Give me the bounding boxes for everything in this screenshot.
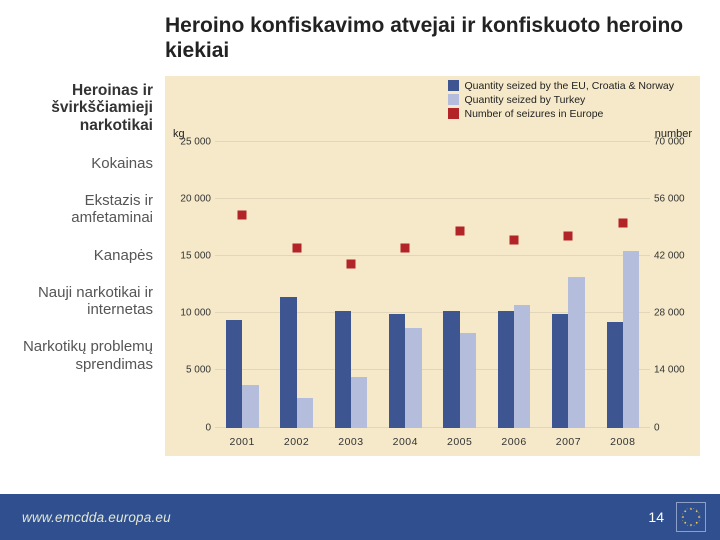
bar-turkey (351, 377, 367, 427)
header-row: Heroino konfiskavimo atvejai ir konfisku… (0, 0, 720, 72)
y-right-tick: 70 000 (654, 136, 694, 147)
y-right-tick: 14 000 (654, 365, 694, 376)
bar-turkey (242, 385, 258, 427)
sidebar-item-cocaine[interactable]: Kokainas (0, 155, 165, 172)
marker-seizures (510, 235, 519, 244)
body-row: Heroinas ir švirkščiamieji narkotikai Ko… (0, 72, 720, 494)
bar-turkey (405, 328, 421, 428)
legend-item-turkey: Quantity seized by Turkey (448, 94, 674, 106)
sidebar-item-cannabis[interactable]: Kanapės (0, 247, 165, 264)
y-left-tick: 0 (171, 422, 211, 433)
bar-turkey (460, 333, 476, 428)
marker-seizures (455, 227, 464, 236)
chart: Quantity seized by the EU, Croatia & Nor… (165, 76, 700, 456)
sidebar: Heroinas ir švirkščiamieji narkotikai Ko… (0, 72, 165, 494)
x-tick: 2007 (556, 436, 581, 448)
footer-url: www.emcdda.europa.eu (22, 510, 171, 525)
bar-eu (552, 314, 568, 427)
marker-seizures (618, 219, 627, 228)
x-tick: 2006 (501, 436, 526, 448)
gridline (215, 198, 650, 199)
footer: www.emcdda.europa.eu 14 (0, 494, 720, 540)
legend-swatch (448, 94, 459, 105)
gridline (215, 141, 650, 142)
y-right-tick: 28 000 (654, 308, 694, 319)
x-tick: 2001 (230, 436, 255, 448)
bar-eu (335, 311, 351, 428)
slide: Heroino konfiskavimo atvejai ir konfisku… (0, 0, 720, 540)
y-left-tick: 5 000 (171, 365, 211, 376)
legend-swatch (448, 80, 459, 91)
bar-turkey (297, 398, 313, 428)
bar-turkey (568, 277, 584, 428)
legend-item-seizures: Number of seizures in Europe (448, 108, 674, 120)
bar-eu (498, 311, 514, 428)
x-tick: 2003 (338, 436, 363, 448)
sidebar-item-heroin[interactable]: Heroinas ir švirkščiamieji narkotikai (0, 82, 165, 135)
marker-seizures (346, 260, 355, 269)
legend-label: Quantity seized by the EU, Croatia & Nor… (464, 80, 674, 92)
plot-area: 005 00014 00010 00028 00015 00042 00020 … (215, 142, 650, 428)
y-left-tick: 20 000 (171, 193, 211, 204)
bar-turkey (623, 251, 639, 427)
x-tick: 2002 (284, 436, 309, 448)
y-left-tick: 25 000 (171, 136, 211, 147)
legend-label: Number of seizures in Europe (464, 108, 603, 120)
x-tick: 2005 (447, 436, 472, 448)
footer-right: 14 (648, 502, 706, 532)
footer-logo (676, 502, 706, 532)
marker-seizures (401, 243, 410, 252)
bar-eu (443, 311, 459, 428)
bar-turkey (514, 305, 530, 427)
marker-seizures (238, 211, 247, 220)
legend-item-eu: Quantity seized by the EU, Croatia & Nor… (448, 80, 674, 92)
marker-seizures (564, 231, 573, 240)
legend-swatch (448, 108, 459, 119)
legend: Quantity seized by the EU, Croatia & Nor… (448, 80, 674, 122)
bar-eu (280, 297, 296, 427)
y-right-tick: 0 (654, 422, 694, 433)
y-right-tick: 56 000 (654, 193, 694, 204)
sidebar-item-ecstasy[interactable]: Ekstazis ir amfetaminai (0, 192, 165, 227)
x-tick: 2008 (610, 436, 635, 448)
y-left-tick: 10 000 (171, 308, 211, 319)
y-left-tick: 15 000 (171, 250, 211, 261)
bar-eu (226, 320, 242, 428)
marker-seizures (292, 243, 301, 252)
chart-container: Quantity seized by the EU, Croatia & Nor… (165, 72, 720, 494)
y-right-tick: 42 000 (654, 250, 694, 261)
bar-eu (389, 314, 405, 427)
gridline (215, 255, 650, 256)
page-number: 14 (648, 509, 664, 525)
title-block: Heroino konfiskavimo atvejai ir konfisku… (165, 0, 720, 72)
sidebar-item-newdrugs[interactable]: Nauji narkotikai ir internetas (0, 284, 165, 319)
header-gutter (0, 0, 165, 72)
x-tick: 2004 (393, 436, 418, 448)
bar-eu (607, 322, 623, 427)
legend-label: Quantity seized by Turkey (464, 94, 585, 106)
page-title: Heroino konfiskavimo atvejai ir konfisku… (165, 14, 700, 64)
sidebar-item-responses[interactable]: Narkotikų problemų sprendimas (0, 338, 165, 373)
eu-stars-icon (680, 506, 702, 528)
